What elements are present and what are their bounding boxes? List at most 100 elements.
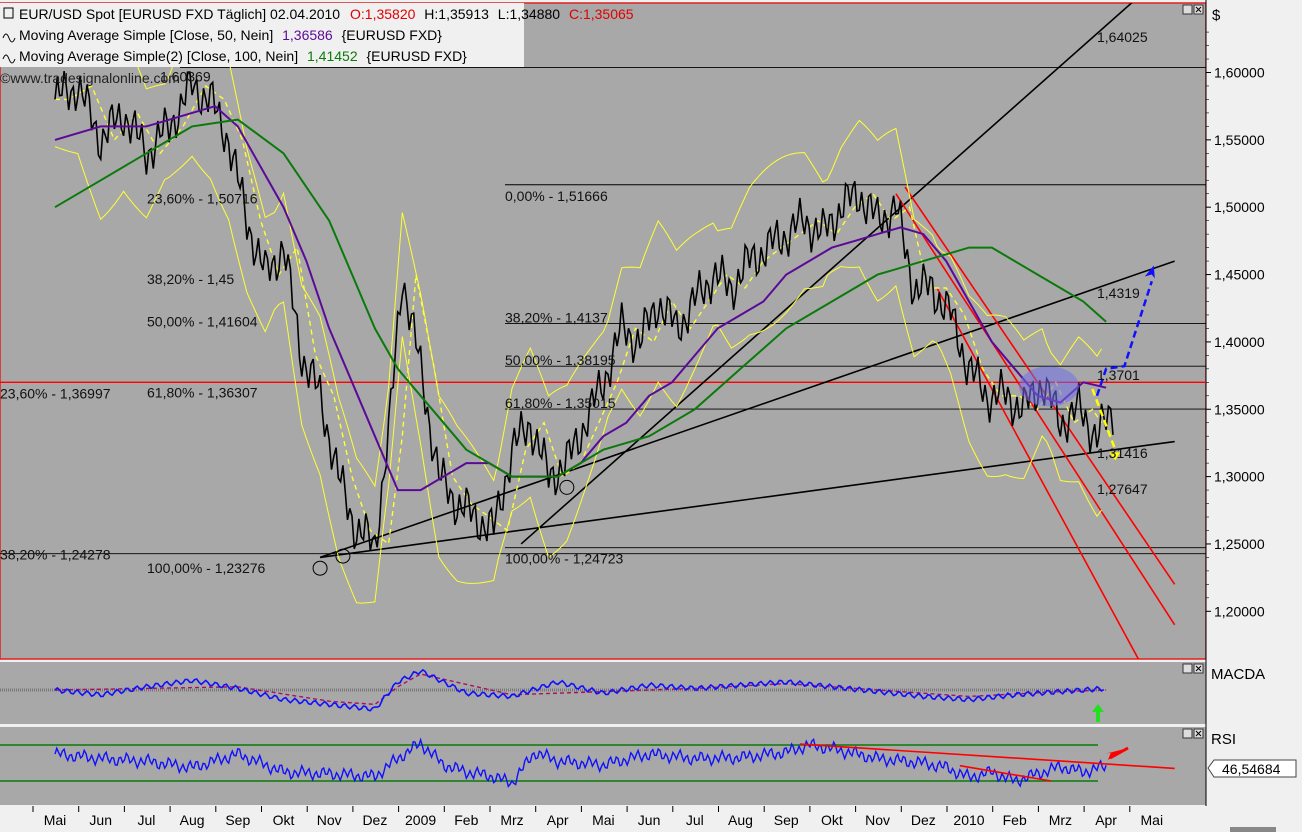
svg-text:EUR/USD Spot [EURUSD FXD Tägl: EUR/USD Spot [EURUSD FXD Täglich] 02.04.… bbox=[19, 6, 634, 22]
price-tick-label: 1,55000 bbox=[1214, 132, 1265, 148]
fib-level-label: 38,20% - 1,24278 bbox=[0, 547, 111, 563]
time-tick-label: Apr bbox=[1095, 812, 1117, 828]
svg-text:Moving Average Simple [Close,: Moving Average Simple [Close, 50, Nein] … bbox=[19, 27, 442, 43]
trend-line bbox=[319, 260, 1175, 559]
time-tick-label: Nov bbox=[317, 812, 342, 828]
high-value: H:1,35913 bbox=[424, 6, 489, 22]
fib-level-label: 100,00% - 1,23276 bbox=[147, 560, 266, 576]
time-tick-label: Sep bbox=[774, 812, 799, 828]
ma50-line bbox=[54, 105, 1107, 492]
currency-symbol: $ bbox=[1212, 7, 1221, 24]
time-tick-label: Mai bbox=[44, 812, 67, 828]
price-tick-label: 1,60000 bbox=[1214, 65, 1265, 81]
time-tick-label: Jul bbox=[686, 812, 704, 828]
time-tick-label: Apr bbox=[547, 812, 569, 828]
fibonacci-level-lines bbox=[0, 67, 1206, 555]
red-arrow-shaft bbox=[1109, 746, 1129, 760]
pivot-circle bbox=[559, 479, 575, 495]
low-value: L:1,34880 bbox=[498, 6, 560, 22]
header-legend-background bbox=[0, 3, 524, 67]
pivot-circle bbox=[335, 548, 351, 564]
fib-level-label: 1,60369 bbox=[160, 69, 211, 85]
time-tick-label: Jun bbox=[89, 812, 112, 828]
trend-line bbox=[319, 440, 1175, 559]
macd-series bbox=[0, 668, 1107, 722]
fib-level-label: 38,20% - 1,4137 bbox=[505, 309, 608, 325]
minimize-icon[interactable] bbox=[1182, 728, 1193, 739]
price-annotation: 1,3701 bbox=[1097, 367, 1140, 383]
ma50-label: Moving Average Simple [Close, 50, Nein] bbox=[19, 27, 273, 43]
chart-settings-icon[interactable] bbox=[3, 7, 14, 19]
time-tick-label: 2009 bbox=[405, 812, 436, 828]
price-tick-label: 1,20000 bbox=[1214, 603, 1265, 619]
indicator-wave-icon[interactable] bbox=[2, 33, 16, 43]
rsi-line bbox=[54, 737, 1107, 789]
rsi-pane-window-buttons[interactable] bbox=[1182, 728, 1204, 739]
rsi-series bbox=[0, 737, 1175, 789]
indicator-wave-icon[interactable] bbox=[2, 54, 16, 64]
fib-level-label: 38,20% - 1,45 bbox=[147, 271, 234, 287]
x-axis-background bbox=[0, 806, 1206, 832]
time-tick-label: Okt bbox=[821, 812, 843, 828]
fib-level-label: 50,00% - 1,38195 bbox=[505, 352, 616, 368]
projection-arrow-up bbox=[1095, 280, 1153, 397]
price-tick-label: 1,35000 bbox=[1214, 401, 1265, 417]
scroll-handle bbox=[1230, 827, 1276, 832]
ma50-value: 1,36586 bbox=[282, 27, 333, 43]
price-annotation: 1,27647 bbox=[1097, 481, 1148, 497]
up-arrow-icon bbox=[1092, 704, 1104, 722]
trend-line bbox=[520, 3, 1133, 545]
ma100-value: 1,41452 bbox=[307, 48, 358, 64]
bollinger-lower bbox=[54, 146, 1102, 604]
time-tick-label: Feb bbox=[1003, 812, 1027, 828]
price-tick-label: 1,50000 bbox=[1214, 199, 1265, 215]
ma100-line bbox=[54, 118, 1107, 478]
time-tick-label: Sep bbox=[225, 812, 250, 828]
time-tick-label: Dez bbox=[911, 812, 936, 828]
open-value: O:1,35820 bbox=[350, 6, 416, 22]
price-tick-label: 1,45000 bbox=[1214, 267, 1265, 283]
bollinger-middle bbox=[55, 84, 1103, 546]
macd-pane-background bbox=[0, 662, 1206, 724]
time-tick-label: Mrz bbox=[1049, 812, 1072, 828]
ma100-label: Moving Average Simple(2) [Close, 100, Ne… bbox=[19, 48, 298, 64]
time-axis: Mai Jun Jul Aug Sep Okt Nov Dez 2009 Feb Mrz Apr Mai… bbox=[32, 806, 1276, 832]
macd-pane-label: MACDA bbox=[1211, 666, 1265, 683]
header-legend: EUR/USD Spot [EURUSD FXD Täglich] 02.04.… bbox=[2, 6, 634, 64]
price-tick-label: 1,30000 bbox=[1214, 469, 1265, 485]
rsi-current-value: 46,54684 bbox=[1222, 761, 1281, 777]
close-value: C:1,35065 bbox=[569, 6, 634, 22]
price-tick-label: 1,40000 bbox=[1214, 334, 1265, 350]
fib-level-label: 100,00% - 1,24723 bbox=[505, 551, 624, 567]
time-tick-label: Mai bbox=[592, 812, 615, 828]
right-axis-background bbox=[1206, 0, 1302, 832]
time-tick-label: Dez bbox=[362, 812, 387, 828]
instrument-title: EUR/USD Spot [EURUSD FXD Täglich] 02.04.… bbox=[19, 6, 340, 22]
main-pane-window-buttons[interactable] bbox=[1182, 4, 1204, 15]
pivot-circle bbox=[312, 560, 328, 576]
price-annotation: 1,64025 bbox=[1097, 29, 1148, 45]
ma50-source: {EURUSD FXD} bbox=[342, 27, 443, 43]
rsi-value-box: 46,54684 bbox=[1207, 759, 1297, 778]
minimize-icon[interactable] bbox=[1182, 4, 1193, 15]
ma100-source: {EURUSD FXD} bbox=[367, 48, 468, 64]
time-tick-label: Mrz bbox=[500, 812, 523, 828]
minimize-icon[interactable] bbox=[1182, 663, 1193, 674]
price-annotation: 1,4319 bbox=[1097, 285, 1140, 301]
macd-pane-window-buttons[interactable] bbox=[1182, 663, 1204, 674]
fib-level-label: 23,60% - 1,36997 bbox=[0, 385, 111, 401]
fib-level-label: 61,80% - 1,36307 bbox=[147, 385, 258, 401]
time-tick-label: Feb bbox=[454, 812, 478, 828]
arrow-head-icon bbox=[1144, 265, 1155, 279]
moving-averages bbox=[54, 105, 1107, 492]
highlight-ellipse bbox=[1018, 366, 1079, 407]
price-line bbox=[54, 70, 1114, 552]
rsi-trend-line bbox=[959, 764, 1052, 782]
price-tick-label: 1,25000 bbox=[1214, 536, 1265, 552]
price-annotation: 1,31416 bbox=[1097, 445, 1148, 461]
time-tick-label: Jul bbox=[137, 812, 155, 828]
time-tick-label: Okt bbox=[273, 812, 295, 828]
time-tick-label: Jun bbox=[638, 812, 661, 828]
rsi-trend-line bbox=[799, 743, 1175, 770]
